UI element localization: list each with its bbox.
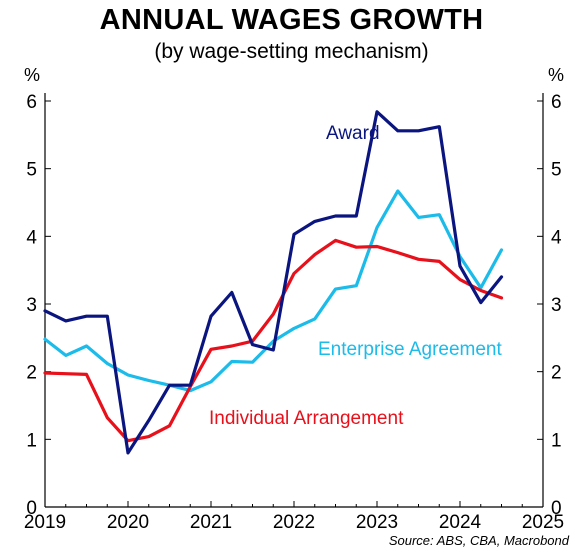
y-tick-label-right: 4 (551, 227, 562, 248)
source-note: Source: ABS, CBA, Macrobond (388, 533, 569, 548)
series-line-individual-arrangement (43, 238, 504, 443)
y-tick-label-left: 4 (26, 227, 37, 248)
x-tick-label: 2019 (24, 512, 66, 533)
x-tick-label: 2022 (273, 512, 315, 533)
chart-title: ANNUAL WAGES GROWTH (99, 4, 484, 36)
y-tick-label-left: 6 (26, 92, 37, 113)
y-unit-left: % (24, 65, 40, 85)
chart-subtitle: (by wage-setting mechanism) (154, 40, 429, 63)
series-label-award: Award (326, 123, 380, 144)
series-lines (43, 110, 504, 455)
y-tick-label-left: 1 (26, 430, 37, 451)
y-tick-label-right: 2 (551, 363, 562, 384)
y-tick-label-right: 5 (551, 160, 562, 181)
y-tick-label-left: 2 (26, 363, 37, 384)
x-tick-label: 2025 (522, 512, 564, 533)
y-unit-right: % (548, 65, 564, 85)
x-tick-label: 2020 (107, 512, 149, 533)
y-tick-label-left: 5 (26, 160, 37, 181)
x-tick-label: 2024 (439, 512, 482, 533)
y-tick-label-right: 0 (551, 498, 562, 519)
chart-axes: % % 0 0 1 1 2 2 3 3 4 4 5 5 6 6 2019 2020 2021 2022 2023 2024… (24, 65, 564, 533)
series-label-individual-arrangement: Individual Arrangement (209, 408, 404, 429)
y-tick-label-left: 3 (26, 295, 37, 316)
y-tick-label-right: 3 (551, 295, 562, 316)
x-tick-label: 2021 (190, 512, 232, 533)
series-label-enterprise-agreement: Enterprise Agreement (318, 339, 502, 360)
y-tick-label-right: 6 (551, 92, 562, 113)
series-labels: Award Enterprise Agreement Individual Arra… (209, 123, 502, 429)
series-line-award (43, 110, 504, 455)
x-tick-label: 2023 (356, 512, 398, 533)
y-tick-label-left: 0 (26, 498, 37, 519)
y-tick-label-right: 1 (551, 430, 562, 451)
